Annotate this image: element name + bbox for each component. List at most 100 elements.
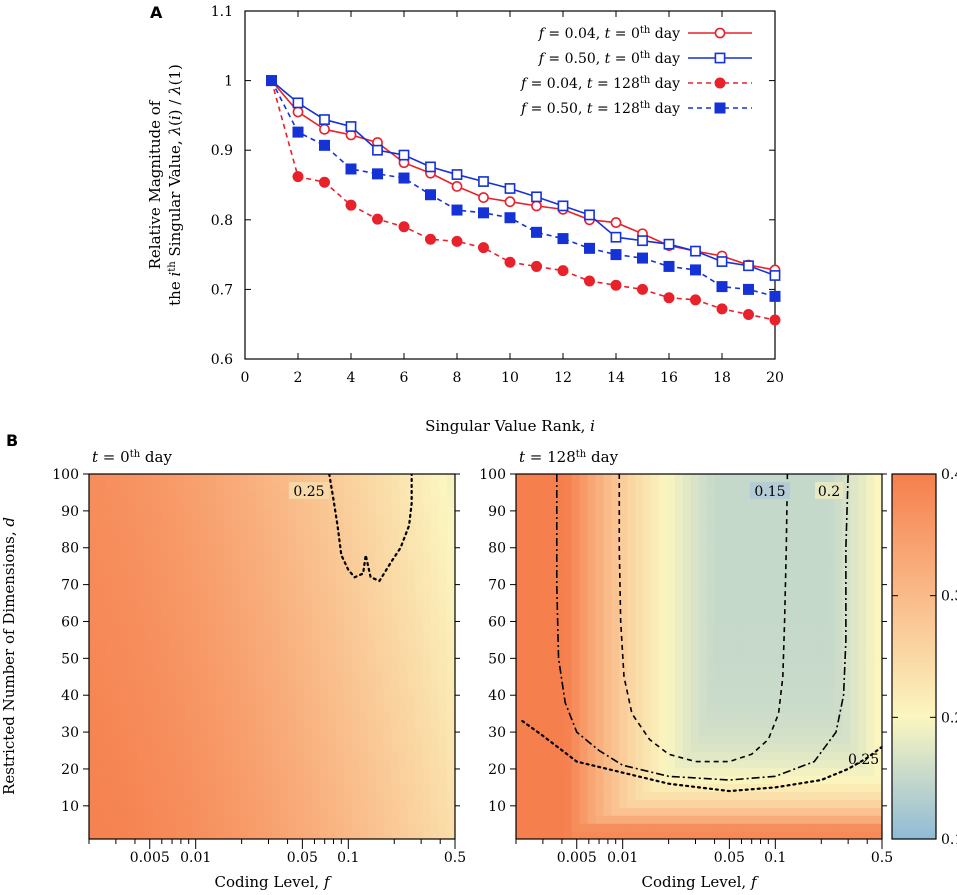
heatmap-cell <box>826 648 835 658</box>
heatmap-cell <box>168 593 178 602</box>
heatmap-cell <box>112 672 122 681</box>
heatmap-cell <box>866 529 875 539</box>
heatmap-cell <box>89 807 98 816</box>
heatmap-cell <box>359 831 369 839</box>
heatmap-cell <box>319 799 329 808</box>
heatmap-cell <box>303 688 313 697</box>
heatmap-cell <box>778 521 788 531</box>
heatmap-cell <box>128 529 138 539</box>
heatmap-cell <box>810 600 819 610</box>
heatmap-cell <box>327 537 337 547</box>
heatmap-cell <box>112 600 122 610</box>
heatmap-cell <box>794 775 804 785</box>
heatmap-cell <box>786 632 796 642</box>
heatmap-cell <box>216 823 225 832</box>
heatmap-cell <box>691 648 700 658</box>
heatmap-cell <box>391 759 400 769</box>
heatmap-cell <box>746 648 756 658</box>
heatmap-cell <box>136 791 146 800</box>
heatmap-cell <box>152 751 162 761</box>
heatmap-cell <box>192 624 201 634</box>
heatmap-cell <box>531 513 541 523</box>
heatmap-cell <box>539 553 549 562</box>
heatmap-cell <box>603 561 613 570</box>
heatmap-cell <box>722 474 732 483</box>
heatmap-cell <box>587 545 597 554</box>
heatmap-cell <box>128 593 138 602</box>
heatmap-cell <box>834 585 843 594</box>
heatmap-cell <box>667 537 676 547</box>
heatmap-cell <box>683 823 692 832</box>
heatmap-cell <box>659 513 668 523</box>
heatmap-cell <box>335 474 345 483</box>
heatmap-cell <box>683 561 692 570</box>
heatmap-cell <box>778 815 788 824</box>
heatmap-cell <box>89 696 98 705</box>
data-point <box>319 123 330 135</box>
heatmap-cell <box>216 799 225 808</box>
heatmap-cell <box>303 767 313 777</box>
heatmap-cell <box>818 521 827 531</box>
heatmap-cell <box>826 767 835 777</box>
contour-line <box>555 474 849 781</box>
heatmap-cell <box>516 751 525 761</box>
heatmap-cell <box>216 529 225 539</box>
heatmap-cell <box>295 775 305 785</box>
heatmap-cell <box>351 545 361 554</box>
heatmap-cell <box>563 791 573 800</box>
heatmap-cell <box>762 497 772 507</box>
heatmap-cell <box>691 585 700 594</box>
heatmap-cell <box>152 640 162 650</box>
heatmap-cell <box>264 521 273 531</box>
heatmap-cell <box>754 664 764 673</box>
heatmap-cell <box>635 529 644 539</box>
heatmap-cell <box>248 799 257 808</box>
heatmap-cell <box>367 505 377 515</box>
heatmap-cell <box>295 807 305 816</box>
heatmap-cell <box>563 537 573 547</box>
heatmap-cell <box>603 831 613 839</box>
heatmap-cell <box>810 664 819 673</box>
heatmap-cell <box>627 831 636 839</box>
heatmap-cell <box>619 553 628 562</box>
heatmap-cell <box>563 767 573 777</box>
heatmap-cell <box>168 815 178 824</box>
heatmap-cell <box>192 529 201 539</box>
heatmap-cell <box>423 815 432 824</box>
heatmap-cell <box>200 775 209 785</box>
heatmap-cell <box>311 735 321 745</box>
heatmap-cell <box>96 553 106 562</box>
heatmap-cell <box>571 497 581 507</box>
heatmap-cell <box>762 759 772 769</box>
heatmap-cell <box>431 616 440 626</box>
heatmap-cell <box>104 513 114 523</box>
heatmap-cell <box>834 759 843 769</box>
heatmap-cell <box>208 632 217 642</box>
heatmap-cell <box>335 585 345 594</box>
heatmap-cell <box>375 791 384 800</box>
heatmap-cell <box>264 624 273 634</box>
y-tick-label: 1.1 <box>211 4 233 20</box>
heatmap-cell <box>407 696 416 705</box>
heatmap-cell <box>667 759 676 769</box>
heatmap-cell <box>858 656 867 666</box>
heatmap-cell <box>112 767 122 777</box>
heatmap-cell <box>683 624 692 634</box>
heatmap-cell <box>104 497 114 507</box>
heatmap-cell <box>587 648 597 658</box>
heatmap-cell <box>439 783 448 792</box>
heatmap-cell <box>555 489 565 499</box>
heatmap-cell <box>256 505 265 515</box>
heatmap-cell <box>136 553 146 562</box>
heatmap-cell <box>587 497 597 507</box>
heatmap-cell <box>563 688 573 697</box>
heatmap-cell <box>248 751 257 761</box>
heatmap-cell <box>619 529 628 539</box>
heatmap-cell <box>216 600 225 610</box>
heatmap-cell <box>874 529 882 539</box>
heatmap-cell <box>619 497 628 507</box>
heatmap-cell <box>563 735 573 745</box>
heatmap-cell <box>184 775 194 785</box>
heatmap-cell <box>136 831 146 839</box>
